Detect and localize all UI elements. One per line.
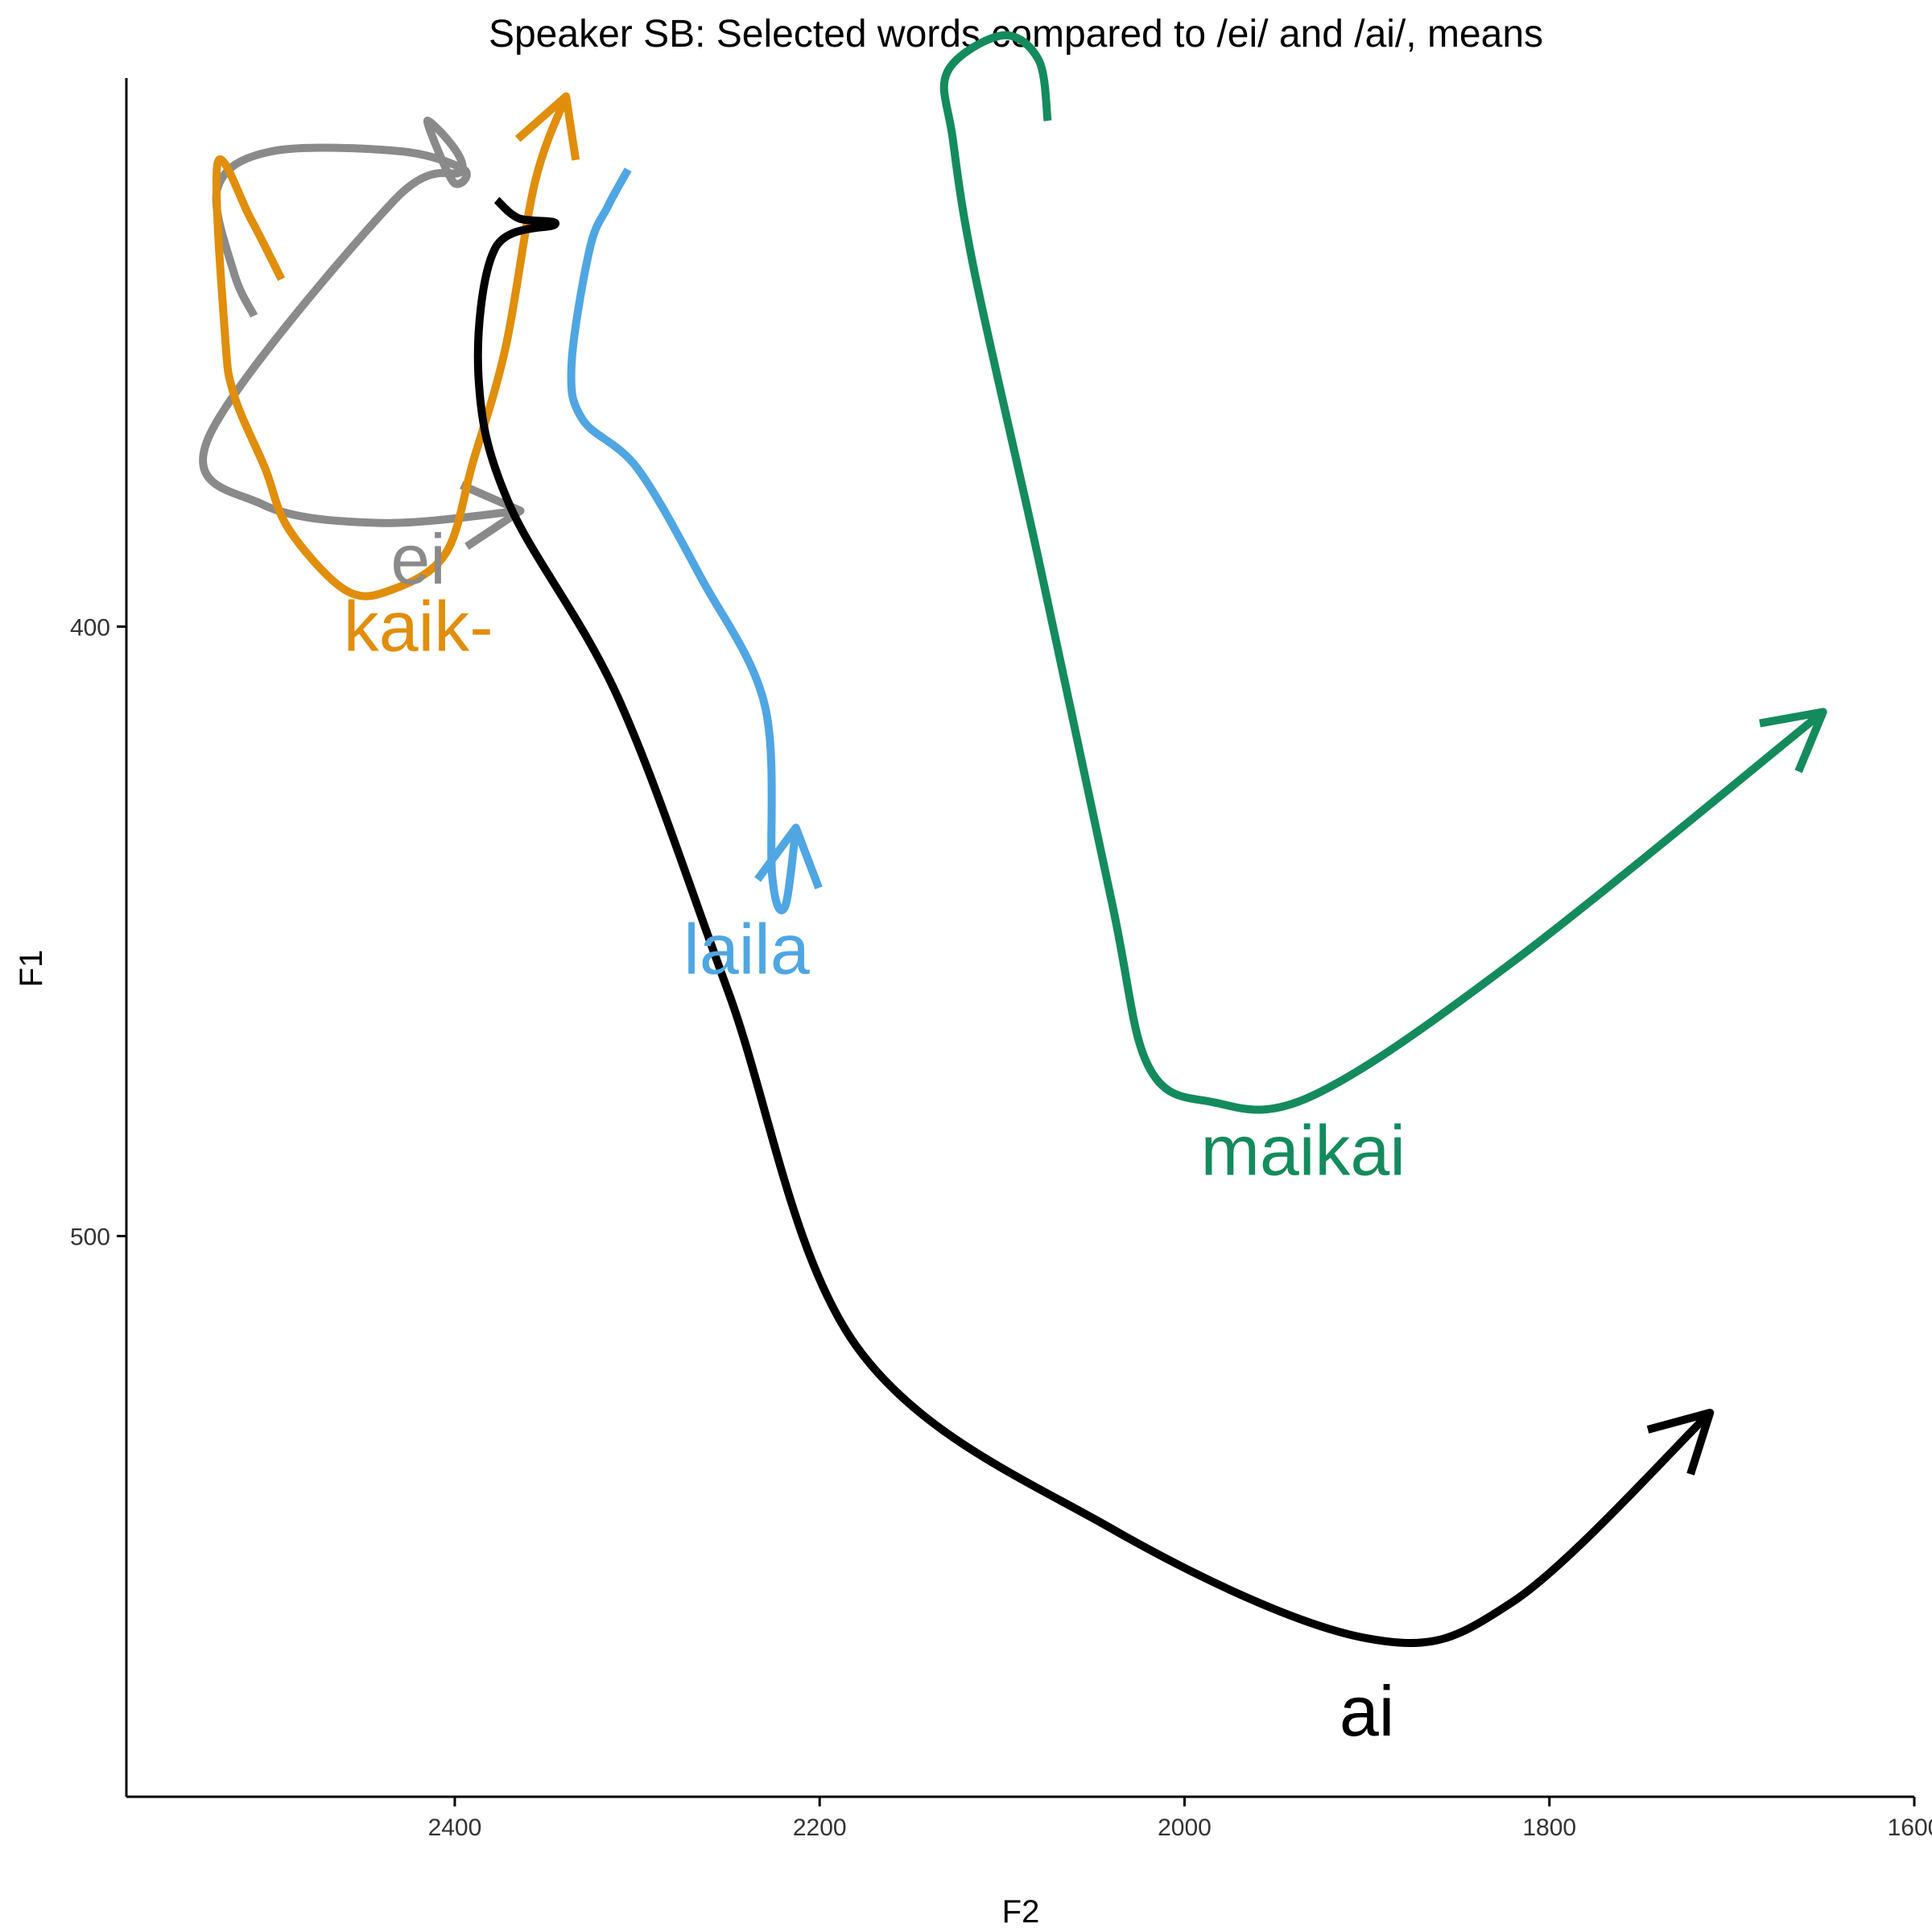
series-ei [199,116,525,551]
x-tick-label: 1600 [1888,1814,1932,1841]
series-maikai [939,31,1827,1114]
y-tick-group: 400 500 [70,614,126,1250]
trajectory-line [199,116,521,527]
trajectory-arrowhead [460,481,525,551]
x-axis-title: F2 [1002,1894,1040,1930]
series-label: ai [1340,1671,1395,1751]
series-label: maikai [1201,1110,1406,1190]
series-label: kaik- [344,586,493,666]
x-tick-label: 2400 [428,1814,482,1841]
y-axis-title: F1 [14,950,49,988]
trajectory-arrowhead [754,824,823,890]
series-label: laila [683,910,810,989]
trajectory-arrowhead [1646,1409,1715,1476]
series-label: ei [390,519,446,599]
x-tick-label: 2000 [1158,1814,1212,1841]
trajectory-line [212,94,570,601]
x-tick-label: 1800 [1522,1814,1576,1841]
series-laila [567,167,823,914]
trajectory-line [939,31,1826,1114]
series-layer [199,31,1827,1648]
y-tick-label: 400 [70,614,110,641]
y-tick-label: 500 [70,1224,110,1250]
x-tick-group: 2400 2200 2000 1800 1600 [428,1797,1932,1841]
trajectory-line [473,196,1713,1648]
series-kaik [212,92,580,601]
x-tick-label: 2200 [793,1814,847,1841]
series-ai [473,196,1715,1648]
trajectory-arrowhead [514,92,580,161]
trajectory-arrowhead [1759,708,1827,774]
trajectory-line [567,167,800,914]
